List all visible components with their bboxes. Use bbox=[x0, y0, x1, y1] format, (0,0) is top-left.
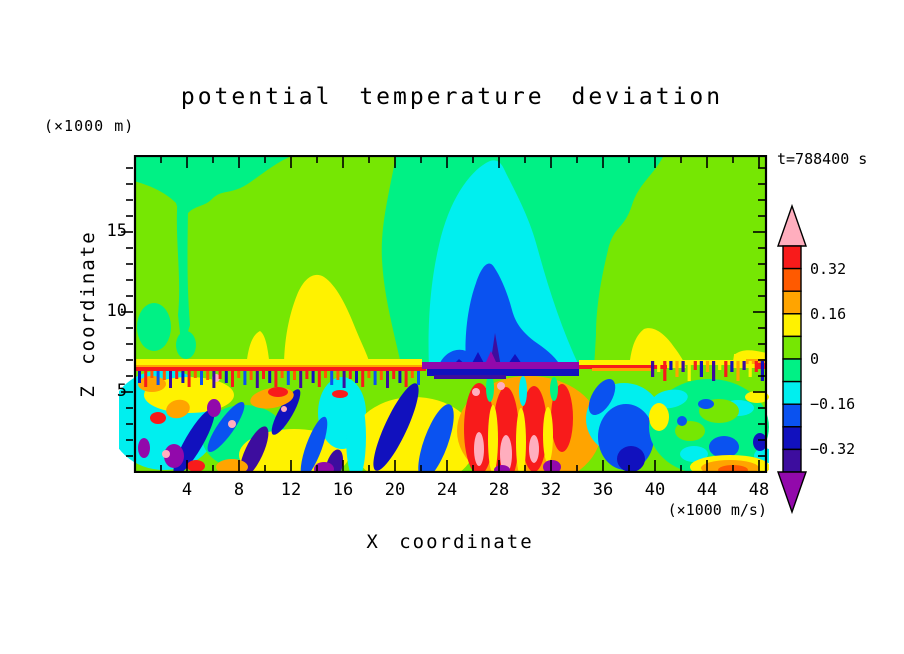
x-tick-label: 44 bbox=[696, 480, 718, 500]
x-axis-title: X coordinate bbox=[366, 531, 534, 553]
x-tick-label: 8 bbox=[233, 480, 245, 500]
x-tick-label: 16 bbox=[332, 480, 354, 500]
colorbar-level-label: −0.16 bbox=[810, 395, 856, 414]
x-tick-label: 20 bbox=[384, 480, 406, 500]
x-tick-label: 48 bbox=[748, 480, 770, 500]
interface-line bbox=[134, 351, 767, 388]
z-axis-units-label: (×1000 m) bbox=[44, 117, 135, 135]
colorbar-level-label: 0.32 bbox=[810, 259, 847, 278]
chart-title: potential temperature deviation bbox=[180, 84, 724, 110]
contour-plot bbox=[119, 155, 769, 473]
z-tick-label: 15 bbox=[106, 221, 127, 241]
colorbar-level-label: −0.32 bbox=[810, 440, 856, 459]
x-tick-label: 36 bbox=[592, 480, 614, 500]
x-tick-label: 12 bbox=[280, 480, 302, 500]
z-tick-label: 5 bbox=[116, 381, 127, 401]
x-tick-label: 40 bbox=[644, 480, 666, 500]
x-axis-units-label: (×1000 m/s) bbox=[667, 501, 767, 519]
turbulent-layer bbox=[119, 370, 769, 473]
plot-border bbox=[133, 155, 768, 473]
axis-ticks bbox=[121, 157, 765, 471]
x-tick-label: 4 bbox=[181, 480, 193, 500]
colorbar bbox=[777, 203, 807, 515]
colorbar-level-label: 0.16 bbox=[810, 304, 847, 323]
timestamp-label: t=788400 s bbox=[777, 150, 868, 168]
x-tick-label: 32 bbox=[540, 480, 562, 500]
z-tick-label: 10 bbox=[106, 301, 127, 321]
colorbar-level-label: 0 bbox=[810, 350, 820, 368]
x-tick-label: 24 bbox=[436, 480, 458, 500]
x-tick-label: 28 bbox=[488, 480, 510, 500]
